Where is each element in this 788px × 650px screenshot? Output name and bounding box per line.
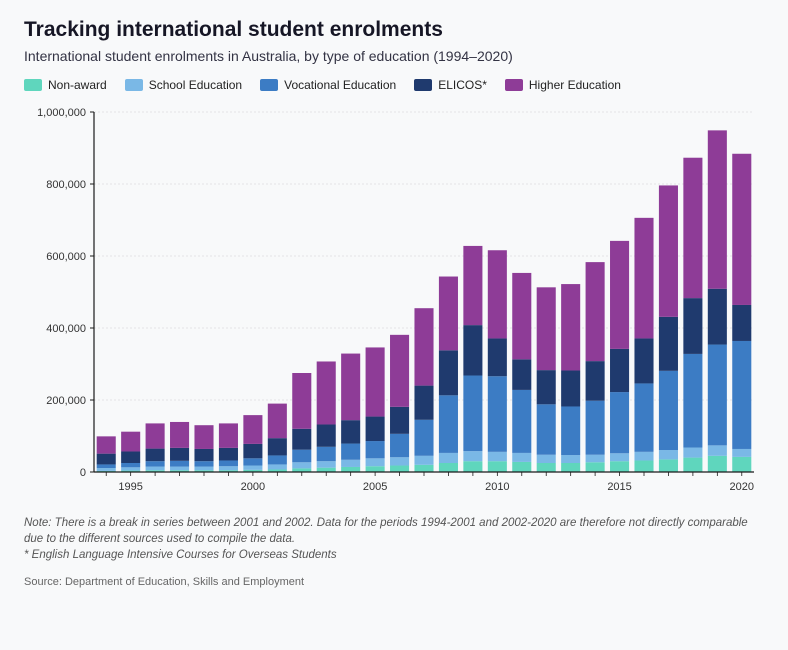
legend-item: ELICOS* bbox=[414, 78, 487, 92]
note-line: Note: There is a break in series between… bbox=[24, 516, 764, 547]
legend-item: Non-award bbox=[24, 78, 107, 92]
note-line: * English Language Intensive Courses for… bbox=[24, 548, 764, 564]
note-block: Note: There is a break in series between… bbox=[24, 516, 764, 564]
legend-swatch bbox=[24, 79, 42, 91]
svg-text:2020: 2020 bbox=[730, 481, 754, 493]
svg-text:800,000: 800,000 bbox=[46, 179, 86, 191]
legend-item: Higher Education bbox=[505, 78, 621, 92]
svg-text:2005: 2005 bbox=[363, 481, 387, 493]
svg-text:0: 0 bbox=[80, 467, 86, 479]
svg-text:600,000: 600,000 bbox=[46, 251, 86, 263]
svg-text:1,000,000: 1,000,000 bbox=[37, 107, 86, 119]
chart-title: Tracking international student enrolment… bbox=[24, 18, 764, 42]
legend-label: ELICOS* bbox=[438, 78, 487, 92]
legend-label: School Education bbox=[149, 78, 242, 92]
legend-item: Vocational Education bbox=[260, 78, 396, 92]
legend-label: Higher Education bbox=[529, 78, 621, 92]
legend: Non-award School Education Vocational Educ… bbox=[24, 78, 764, 92]
legend-label: Vocational Education bbox=[284, 78, 396, 92]
legend-swatch bbox=[125, 79, 143, 91]
legend-item: School Education bbox=[125, 78, 242, 92]
svg-text:1995: 1995 bbox=[118, 481, 142, 493]
chart-subtitle: International student enrolments in Aust… bbox=[24, 48, 764, 64]
svg-text:2015: 2015 bbox=[607, 481, 631, 493]
legend-swatch bbox=[260, 79, 278, 91]
svg-text:2000: 2000 bbox=[241, 481, 265, 493]
legend-swatch bbox=[414, 79, 432, 91]
stacked-bar-chart: 0 200,000 400,000 600,000 800,000 1,000,000 19… bbox=[24, 102, 764, 502]
legend-swatch bbox=[505, 79, 523, 91]
legend-label: Non-award bbox=[48, 78, 107, 92]
svg-text:2010: 2010 bbox=[485, 481, 509, 493]
source-line: Source: Department of Education, Skills … bbox=[24, 576, 764, 588]
svg-text:200,000: 200,000 bbox=[46, 395, 86, 407]
svg-text:400,000: 400,000 bbox=[46, 323, 86, 335]
chart-area: 0 200,000 400,000 600,000 800,000 1,000,000 19… bbox=[24, 102, 764, 502]
